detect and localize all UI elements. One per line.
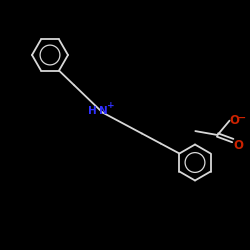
Text: O: O: [233, 138, 243, 151]
Text: −: −: [238, 113, 246, 123]
Text: N: N: [98, 106, 107, 116]
Text: +: +: [107, 101, 114, 110]
Text: H: H: [88, 106, 96, 116]
Text: O: O: [230, 114, 239, 127]
